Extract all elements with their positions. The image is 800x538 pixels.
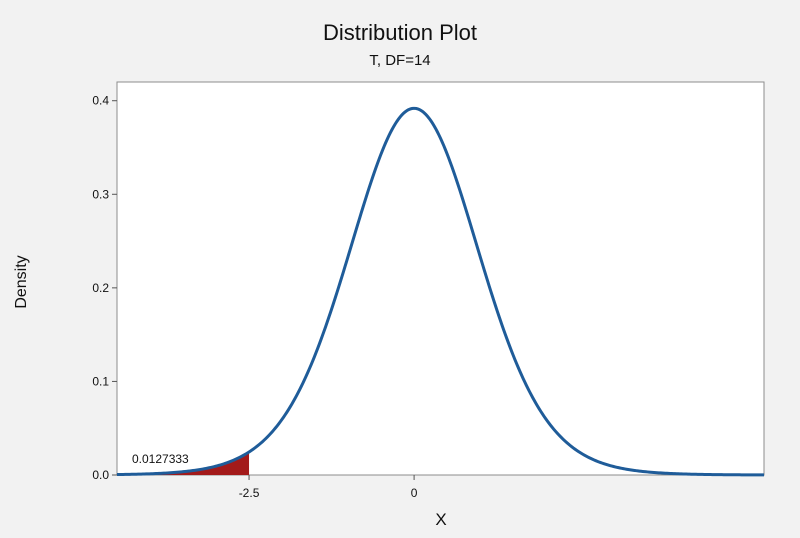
shaded-region xyxy=(117,451,250,475)
plot-area xyxy=(116,81,765,476)
density-curve xyxy=(116,106,764,477)
x-tick-label: 0 xyxy=(411,486,418,500)
x-tick-label: -2.5 xyxy=(239,486,260,500)
y-tick-label: 0.1 xyxy=(92,374,109,388)
x-axis: -2.5 0 xyxy=(239,475,418,500)
chart-subtitle: T, DF=14 xyxy=(369,52,430,69)
y-axis-label: Density xyxy=(13,255,30,308)
y-tick-label: 0.0 xyxy=(92,468,109,482)
shaded-probability-label: 0.0127333 xyxy=(132,452,189,466)
x-axis-label: X xyxy=(435,510,446,529)
shaded-tail-area xyxy=(117,451,250,475)
y-tick-label: 0.3 xyxy=(92,187,109,201)
y-tick-label: 0.4 xyxy=(92,94,109,108)
chart-title: Distribution Plot xyxy=(323,20,477,45)
y-axis: 0.0 0.1 0.2 0.3 0.4 xyxy=(92,94,117,482)
y-tick-label: 0.2 xyxy=(92,281,109,295)
